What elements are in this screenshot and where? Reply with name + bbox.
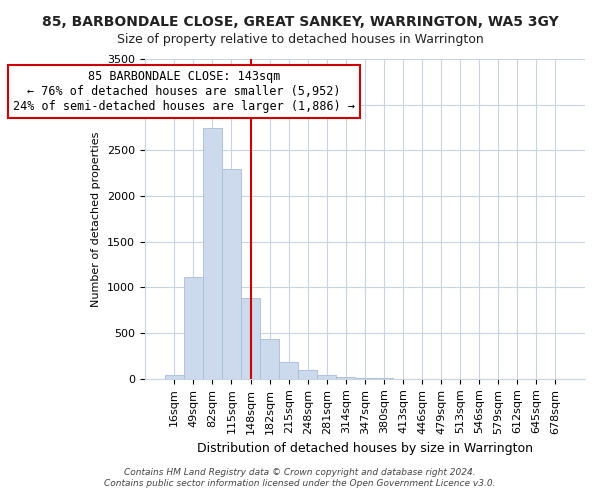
Text: Contains HM Land Registry data © Crown copyright and database right 2024.
Contai: Contains HM Land Registry data © Crown c… (104, 468, 496, 487)
Bar (298, 370, 317, 379)
Bar (279, 362, 298, 379)
Bar (355, 378, 374, 379)
Bar (184, 278, 203, 379)
Bar (260, 339, 279, 379)
Bar (336, 377, 355, 379)
Bar (203, 128, 222, 379)
Bar (317, 375, 336, 379)
Bar (241, 298, 260, 379)
Text: 85, BARBONDALE CLOSE, GREAT SANKEY, WARRINGTON, WA5 3GY: 85, BARBONDALE CLOSE, GREAT SANKEY, WARR… (41, 15, 559, 29)
Text: Size of property relative to detached houses in Warrington: Size of property relative to detached ho… (116, 32, 484, 46)
Bar (165, 375, 184, 379)
Y-axis label: Number of detached properties: Number of detached properties (91, 131, 101, 306)
Bar (222, 168, 241, 379)
X-axis label: Distribution of detached houses by size in Warrington: Distribution of detached houses by size … (197, 442, 533, 455)
Text: 85 BARBONDALE CLOSE: 143sqm
← 76% of detached houses are smaller (5,952)
24% of : 85 BARBONDALE CLOSE: 143sqm ← 76% of det… (13, 70, 355, 113)
